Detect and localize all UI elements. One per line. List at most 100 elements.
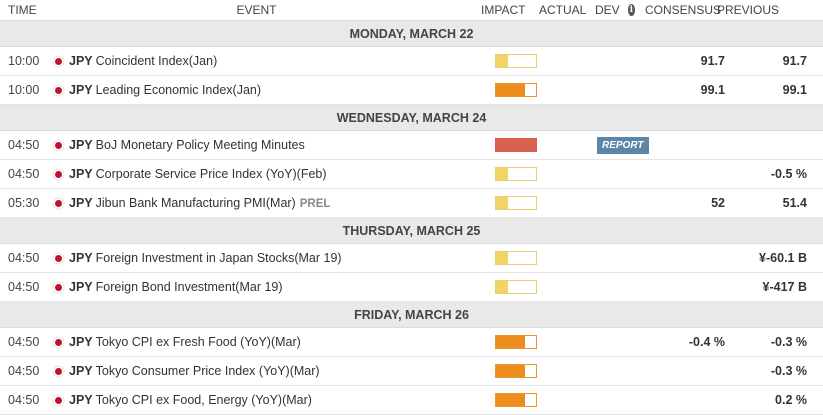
japan-flag-icon	[50, 367, 66, 375]
previous-value: 0.2 %	[775, 393, 807, 407]
info-icon[interactable]: i	[627, 4, 635, 16]
event-time: 04:50	[8, 138, 40, 152]
previous-value: 91.7	[782, 54, 807, 68]
previous-value: 51.4	[782, 196, 807, 210]
event-title[interactable]: JPY Corporate Service Price Index (YoY)(F…	[66, 167, 495, 181]
event-title[interactable]: JPY Tokyo CPI ex Fresh Food (YoY)(Mar)	[66, 335, 495, 349]
event-title[interactable]: JPY Foreign Investment in Japan Stocks(Ma…	[66, 251, 495, 265]
event-time: 04:50	[8, 167, 40, 181]
event-time: 04:50	[8, 280, 40, 294]
event-time: 05:30	[8, 196, 40, 210]
consensus-value: 99.1	[700, 83, 725, 97]
event-name[interactable]: Tokyo CPI ex Food, Energy (YoY)(Mar)	[95, 393, 312, 407]
event-name[interactable]: Coincident Index(Jan)	[95, 54, 218, 68]
event-currency: JPY	[69, 83, 93, 97]
report-button[interactable]: REPORT	[597, 136, 649, 154]
previous-value: ¥-417 B	[762, 280, 807, 294]
japan-flag-icon	[50, 170, 66, 178]
japan-flag-icon	[50, 254, 66, 262]
japan-flag-icon	[50, 338, 66, 346]
impact-bar	[495, 251, 537, 265]
dev-cell: REPORT	[597, 136, 651, 154]
event-time: 04:50	[8, 364, 40, 378]
event-title[interactable]: JPY Tokyo Consumer Price Index (YoY)(Mar)	[66, 364, 495, 378]
impact-bar	[495, 335, 537, 349]
event-row[interactable]: 04:50 JPY Tokyo Consumer Price Index (YoY…	[0, 357, 823, 386]
event-time: 04:50	[8, 393, 40, 407]
calendar-body: MONDAY, MARCH 22 10:00 JPY Coincident Ind…	[0, 21, 823, 415]
day-header: THURSDAY, MARCH 25	[0, 218, 823, 244]
impact-bar	[495, 393, 537, 407]
event-name[interactable]: Tokyo CPI ex Fresh Food (YoY)(Mar)	[95, 335, 301, 349]
event-row[interactable]: 04:50 JPY Foreign Bond Investment(Mar 19)…	[0, 273, 823, 302]
event-title[interactable]: JPY Jibun Bank Manufacturing PMI(Mar) PREL	[66, 196, 495, 210]
header-impact[interactable]: IMPACT	[481, 3, 526, 17]
japan-flag-icon	[50, 57, 66, 65]
impact-bar	[495, 280, 537, 294]
impact-cell	[495, 54, 549, 68]
impact-cell	[495, 280, 549, 294]
event-currency: JPY	[69, 364, 93, 378]
event-currency: JPY	[69, 393, 93, 407]
event-row[interactable]: 04:50 JPY Tokyo CPI ex Food, Energy (YoY)…	[0, 386, 823, 415]
impact-bar	[495, 54, 537, 68]
previous-value: -0.5 %	[770, 167, 807, 181]
event-row[interactable]: 10:00 JPY Coincident Index(Jan) 91.7 91.7	[0, 47, 823, 76]
event-name[interactable]: Corporate Service Price Index (YoY)(Feb)	[95, 167, 327, 181]
event-time: 04:50	[8, 335, 40, 349]
impact-cell	[495, 138, 549, 152]
event-row[interactable]: 10:00 JPY Leading Economic Index(Jan) 99.…	[0, 76, 823, 105]
event-name[interactable]: Tokyo Consumer Price Index (YoY)(Mar)	[95, 364, 320, 378]
event-time: 04:50	[8, 251, 40, 265]
calendar-header: TIME EVENT IMPACT ACTUAL DEV i CONSENSUS…	[0, 0, 823, 21]
event-row[interactable]: 04:50 JPY Tokyo CPI ex Fresh Food (YoY)(M…	[0, 328, 823, 357]
event-row[interactable]: 04:50 JPY Foreign Investment in Japan Sto…	[0, 244, 823, 273]
impact-cell	[495, 364, 549, 378]
event-currency: JPY	[69, 196, 93, 210]
previous-value: ¥-60.1 B	[759, 251, 807, 265]
header-dev-cell: DEV i	[595, 3, 635, 17]
header-dev[interactable]: DEV	[595, 3, 620, 17]
header-event[interactable]: EVENT	[236, 3, 277, 17]
event-currency: JPY	[69, 335, 93, 349]
event-name[interactable]: Foreign Investment in Japan Stocks(Mar 1…	[95, 251, 342, 265]
previous-value: -0.3 %	[770, 335, 807, 349]
header-actual[interactable]: ACTUAL	[539, 3, 587, 17]
day-header: MONDAY, MARCH 22	[0, 21, 823, 47]
impact-bar	[495, 138, 537, 152]
event-tag: PREL	[299, 198, 331, 210]
impact-cell	[495, 83, 549, 97]
event-name[interactable]: Leading Economic Index(Jan)	[95, 83, 262, 97]
event-name[interactable]: BoJ Monetary Policy Meeting Minutes	[95, 138, 305, 152]
event-title[interactable]: JPY BoJ Monetary Policy Meeting Minutes	[66, 138, 495, 152]
event-row[interactable]: 04:50 JPY Corporate Service Price Index (…	[0, 160, 823, 189]
impact-cell	[495, 167, 549, 181]
event-title[interactable]: JPY Tokyo CPI ex Food, Energy (YoY)(Mar)	[66, 393, 495, 407]
japan-flag-icon	[50, 141, 66, 149]
japan-flag-icon	[50, 86, 66, 94]
japan-flag-icon	[50, 199, 66, 207]
japan-flag-icon	[50, 283, 66, 291]
event-row[interactable]: 04:50 JPY BoJ Monetary Policy Meeting Min…	[0, 131, 823, 160]
event-name[interactable]: Jibun Bank Manufacturing PMI(Mar)	[95, 196, 296, 210]
event-title[interactable]: JPY Coincident Index(Jan)	[66, 54, 495, 68]
day-header: FRIDAY, MARCH 26	[0, 302, 823, 328]
japan-flag-icon	[50, 396, 66, 404]
impact-cell	[495, 196, 549, 210]
impact-cell	[495, 251, 549, 265]
impact-cell	[495, 393, 549, 407]
consensus-value: 91.7	[700, 54, 725, 68]
event-currency: JPY	[69, 138, 93, 152]
consensus-value: 52	[711, 196, 725, 210]
header-consensus[interactable]: CONSENSUS	[645, 3, 722, 17]
event-title[interactable]: JPY Leading Economic Index(Jan)	[66, 83, 495, 97]
event-currency: JPY	[69, 167, 93, 181]
event-time: 10:00	[8, 83, 40, 97]
event-title[interactable]: JPY Foreign Bond Investment(Mar 19)	[66, 280, 495, 294]
event-row[interactable]: 05:30 JPY Jibun Bank Manufacturing PMI(Ma…	[0, 189, 823, 218]
event-currency: JPY	[69, 280, 93, 294]
event-name[interactable]: Foreign Bond Investment(Mar 19)	[95, 280, 283, 294]
previous-value: -0.3 %	[770, 364, 807, 378]
header-time[interactable]: TIME	[8, 3, 37, 17]
header-previous[interactable]: PREVIOUS	[717, 3, 780, 17]
